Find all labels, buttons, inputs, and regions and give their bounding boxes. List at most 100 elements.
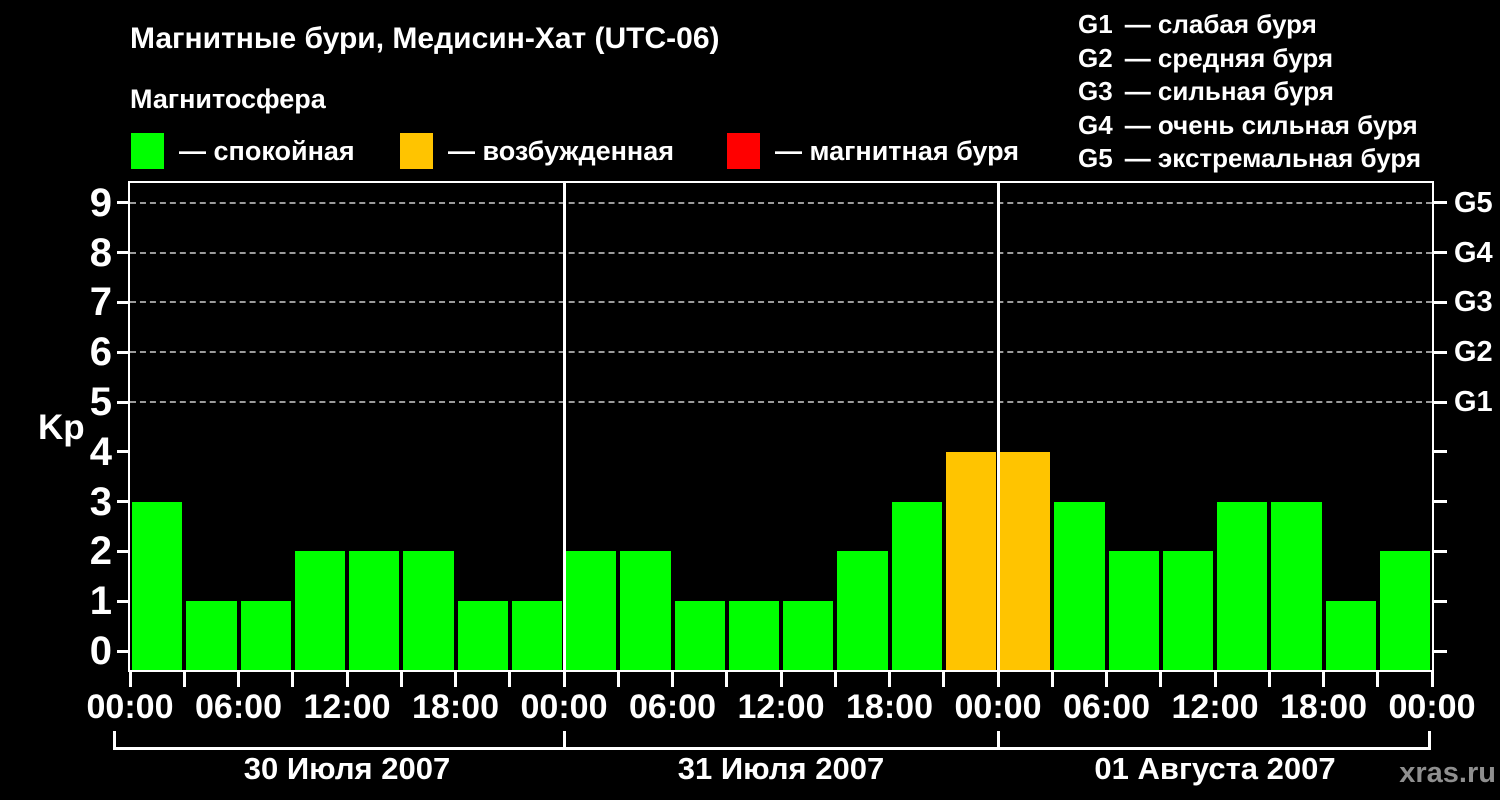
grid-line [130, 301, 1432, 304]
y-tick-label: 9 [89, 180, 112, 225]
g-scale-legend: G1 — слабая буря G2 — средняя буря G3 — … [1078, 8, 1421, 176]
x-axis-tick [508, 672, 512, 687]
kp-bar [1162, 551, 1213, 670]
kp-bar [837, 551, 888, 670]
y-axis-tick [117, 649, 130, 653]
g2-label: — средняя буря [1124, 42, 1334, 73]
x-axis-tick [1213, 672, 1217, 687]
g4-label: — очень сильная буря [1124, 109, 1418, 140]
right-axis-tick [1434, 201, 1447, 205]
date-bracket-tick [997, 731, 1000, 749]
time-label: 18:00 [846, 688, 933, 726]
quiet-color-swatch [131, 133, 164, 169]
time-label: 06:00 [629, 688, 716, 726]
x-axis-tick [399, 672, 403, 687]
date-bracket-tick [562, 731, 566, 749]
y-axis-tick [117, 201, 130, 205]
time-label: 00:00 [1388, 688, 1476, 726]
kp-bar [783, 601, 834, 670]
g-axis-label: G5 [1454, 186, 1493, 219]
g-axis-label: G4 [1454, 236, 1493, 269]
legend-item-excited: — возбужденная [400, 132, 674, 170]
kp-bar [1054, 501, 1105, 670]
kp-bar [728, 601, 779, 670]
y-axis-tick [117, 350, 130, 354]
day-separator-line [996, 183, 1000, 670]
g-legend-row-g4: G4 — очень сильная буря [1078, 109, 1421, 143]
kp-bar [1325, 601, 1376, 670]
g3-label: — сильная буря [1124, 76, 1334, 106]
y-tick-label: 2 [89, 529, 112, 574]
legend-label-storm: — магнитная буря [775, 135, 1019, 166]
time-label: 06:00 [195, 688, 282, 726]
y-tick-label: 5 [89, 380, 112, 424]
g-legend-row-g2: G2 — средняя буря [1078, 42, 1421, 76]
x-axis-tick [996, 672, 1000, 687]
x-axis-tick [888, 672, 891, 687]
g2-code: G2 [1078, 42, 1113, 73]
y-tick-label: 0 [89, 629, 112, 673]
grid-line [130, 201, 1432, 204]
time-label: 18:00 [412, 688, 499, 726]
right-axis-tick [1434, 649, 1447, 653]
g-axis-label: G2 [1454, 336, 1493, 369]
y-axis-label: Kp [38, 408, 85, 447]
day-separator-line [562, 183, 566, 670]
g-axis-label: G3 [1454, 286, 1493, 319]
y-axis-tick [117, 450, 130, 454]
kp-bar [294, 551, 345, 670]
x-axis-tick [942, 672, 946, 687]
time-label: 06:00 [1063, 688, 1150, 726]
g5-code: G5 [1078, 143, 1113, 173]
time-label: 12:00 [1171, 688, 1259, 726]
g-legend-row-g3: G3 — сильная буря [1078, 75, 1421, 109]
date-label: 30 Июля 2007 [243, 751, 451, 786]
g1-code: G1 [1078, 9, 1113, 39]
g-axis-label: G1 [1454, 386, 1493, 418]
kp-bar [566, 551, 617, 670]
magnetosphere-label: Магнитосфера [130, 84, 326, 114]
time-label: 18:00 [1280, 688, 1367, 726]
kp-bar [1271, 501, 1322, 670]
kp-bar [620, 551, 671, 670]
grid-line [130, 251, 1432, 254]
g5-label: — экстремальная буря [1124, 143, 1422, 173]
y-tick-label: 3 [89, 479, 112, 524]
date-label: 31 Июля 2007 [677, 751, 885, 786]
x-axis-tick [1376, 672, 1380, 687]
y-tick-label: 1 [89, 579, 112, 624]
kp-bar [349, 551, 400, 670]
kp-bar [132, 501, 183, 670]
right-axis-tick [1434, 400, 1447, 404]
legend-label-excited: — возбужденная [448, 135, 674, 166]
kp-bar [674, 601, 725, 670]
time-label: 00:00 [520, 688, 608, 726]
x-axis-tick [1267, 672, 1271, 687]
y-axis-tick [117, 251, 130, 255]
kp-bar [457, 601, 508, 670]
legend-label-quiet: — спокойная [179, 135, 355, 166]
legend-item-quiet: — спокойная [131, 132, 355, 170]
plot-area [128, 181, 1434, 672]
x-axis-tick [671, 672, 674, 687]
grid-line [130, 401, 1432, 403]
time-label: 00:00 [86, 688, 174, 726]
legend-item-storm: — магнитная буря [727, 132, 1019, 170]
g-legend-row-g5: G5 — экстремальная буря [1078, 142, 1421, 176]
x-axis-tick [454, 672, 457, 687]
y-axis-tick [117, 300, 130, 304]
y-tick-label: 6 [89, 330, 112, 375]
right-axis-tick [1434, 500, 1447, 504]
right-axis-tick [1434, 549, 1447, 553]
kp-bar [945, 451, 996, 670]
x-axis-tick [1050, 672, 1054, 687]
right-axis-tick [1434, 450, 1447, 454]
x-axis-tick [1159, 672, 1163, 687]
x-axis-tick [616, 672, 620, 687]
x-axis-tick [182, 672, 186, 687]
g-legend-row-g1: G1 — слабая буря [1078, 8, 1421, 42]
kp-bar [1108, 551, 1159, 670]
kp-bar [511, 601, 562, 670]
x-axis-tick [1430, 672, 1434, 687]
y-tick-label: 8 [89, 230, 112, 275]
